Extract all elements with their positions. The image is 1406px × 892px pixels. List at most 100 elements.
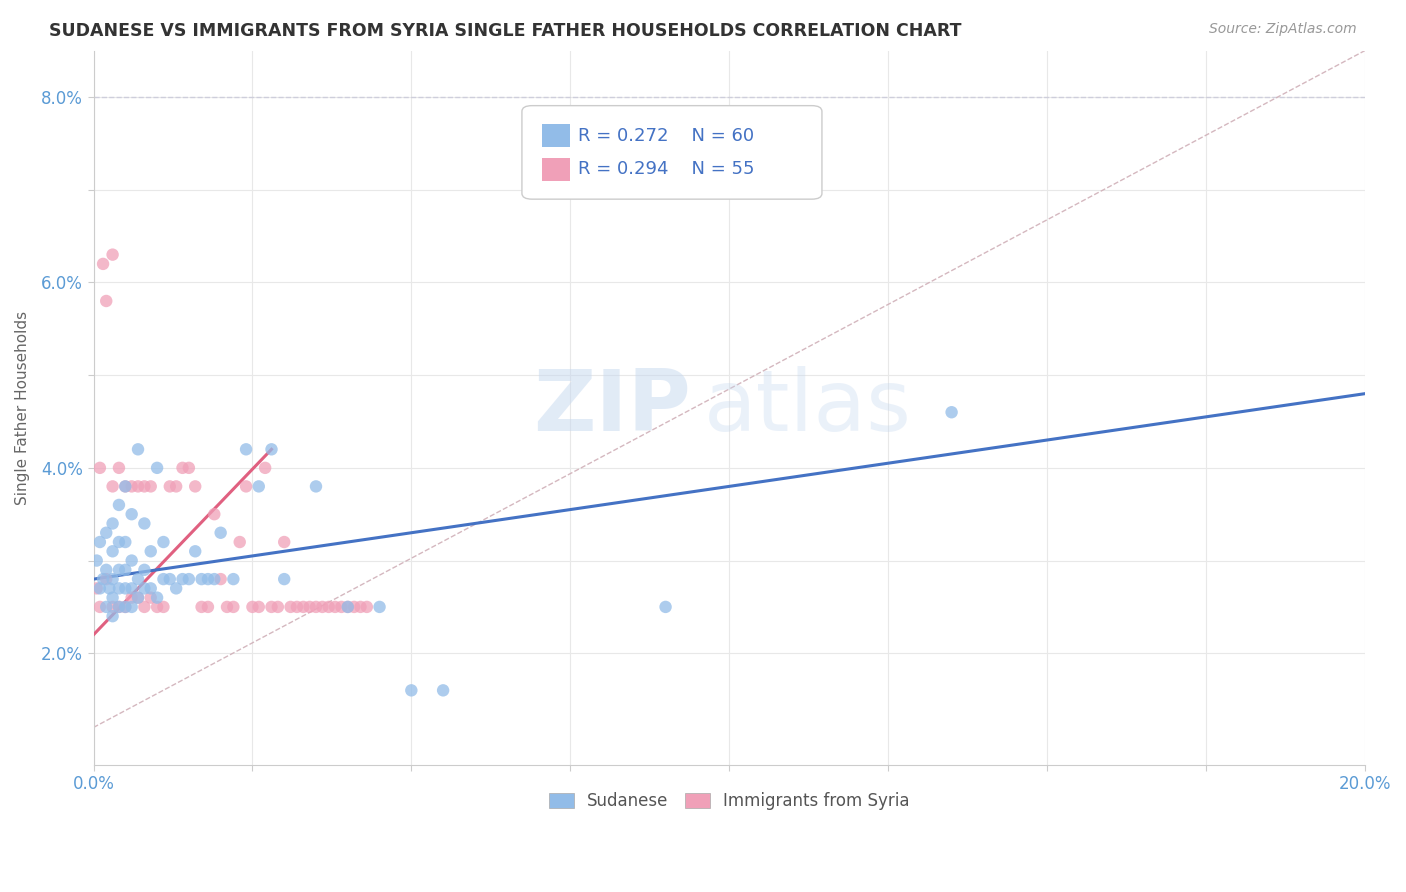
- Point: [260, 442, 283, 457]
- Point: [222, 572, 245, 586]
- Point: [108, 535, 131, 549]
- Point: [177, 572, 200, 586]
- Point: [177, 461, 200, 475]
- Point: [159, 479, 181, 493]
- Point: [134, 516, 156, 531]
- Point: [368, 599, 391, 614]
- Point: [108, 599, 131, 614]
- Point: [96, 293, 118, 308]
- Point: [197, 599, 219, 614]
- Point: [197, 572, 219, 586]
- Point: [941, 405, 963, 419]
- Point: [139, 544, 162, 558]
- Point: [165, 479, 187, 493]
- Point: [96, 563, 118, 577]
- Point: [139, 479, 162, 493]
- Point: [318, 599, 340, 614]
- Point: [228, 535, 250, 549]
- Point: [96, 572, 118, 586]
- Point: [89, 599, 111, 614]
- Point: [349, 599, 371, 614]
- Point: [305, 479, 328, 493]
- Point: [121, 582, 143, 596]
- Point: [108, 563, 131, 577]
- Point: [336, 599, 359, 614]
- FancyBboxPatch shape: [543, 158, 571, 180]
- Point: [127, 479, 149, 493]
- Point: [89, 461, 111, 475]
- Point: [356, 599, 378, 614]
- Point: [343, 599, 366, 614]
- Text: R = 0.272    N = 60: R = 0.272 N = 60: [578, 127, 754, 145]
- Point: [121, 599, 143, 614]
- Point: [202, 507, 225, 521]
- Point: [209, 525, 232, 540]
- Point: [273, 535, 295, 549]
- Point: [114, 563, 136, 577]
- Point: [101, 572, 124, 586]
- Point: [121, 507, 143, 521]
- Point: [222, 599, 245, 614]
- Point: [134, 599, 156, 614]
- Point: [280, 599, 302, 614]
- Point: [108, 498, 131, 512]
- Point: [165, 582, 187, 596]
- Point: [209, 572, 232, 586]
- Point: [96, 525, 118, 540]
- Point: [134, 479, 156, 493]
- Point: [190, 572, 212, 586]
- Point: [114, 479, 136, 493]
- Point: [121, 553, 143, 567]
- Point: [285, 599, 308, 614]
- Point: [134, 563, 156, 577]
- Point: [305, 599, 328, 614]
- Point: [202, 572, 225, 586]
- Point: [247, 479, 270, 493]
- Point: [108, 599, 131, 614]
- Point: [121, 479, 143, 493]
- Point: [267, 599, 290, 614]
- Point: [89, 535, 111, 549]
- Point: [292, 599, 315, 614]
- Point: [114, 582, 136, 596]
- Text: R = 0.294    N = 55: R = 0.294 N = 55: [578, 161, 755, 178]
- Point: [311, 599, 333, 614]
- Point: [108, 461, 131, 475]
- Point: [152, 599, 174, 614]
- Point: [242, 599, 264, 614]
- Point: [330, 599, 353, 614]
- Point: [134, 582, 156, 596]
- Point: [114, 599, 136, 614]
- Text: SUDANESE VS IMMIGRANTS FROM SYRIA SINGLE FATHER HOUSEHOLDS CORRELATION CHART: SUDANESE VS IMMIGRANTS FROM SYRIA SINGLE…: [49, 22, 962, 40]
- Point: [172, 572, 194, 586]
- Point: [114, 599, 136, 614]
- Point: [91, 257, 114, 271]
- Point: [127, 591, 149, 605]
- Point: [273, 572, 295, 586]
- Point: [101, 479, 124, 493]
- Point: [146, 461, 169, 475]
- Point: [96, 599, 118, 614]
- Point: [260, 599, 283, 614]
- Point: [184, 479, 207, 493]
- FancyBboxPatch shape: [522, 105, 823, 199]
- Y-axis label: Single Father Households: Single Father Households: [15, 310, 30, 505]
- Point: [127, 591, 149, 605]
- Point: [254, 461, 277, 475]
- Point: [101, 516, 124, 531]
- Text: ZIP: ZIP: [533, 366, 690, 449]
- Point: [298, 599, 321, 614]
- Point: [190, 599, 212, 614]
- Point: [101, 609, 124, 624]
- Point: [98, 582, 121, 596]
- Point: [86, 582, 108, 596]
- Point: [127, 442, 149, 457]
- Point: [108, 582, 131, 596]
- Point: [89, 582, 111, 596]
- Point: [336, 599, 359, 614]
- Point: [159, 572, 181, 586]
- Point: [401, 683, 423, 698]
- Text: Source: ZipAtlas.com: Source: ZipAtlas.com: [1209, 22, 1357, 37]
- Point: [139, 591, 162, 605]
- Point: [323, 599, 346, 614]
